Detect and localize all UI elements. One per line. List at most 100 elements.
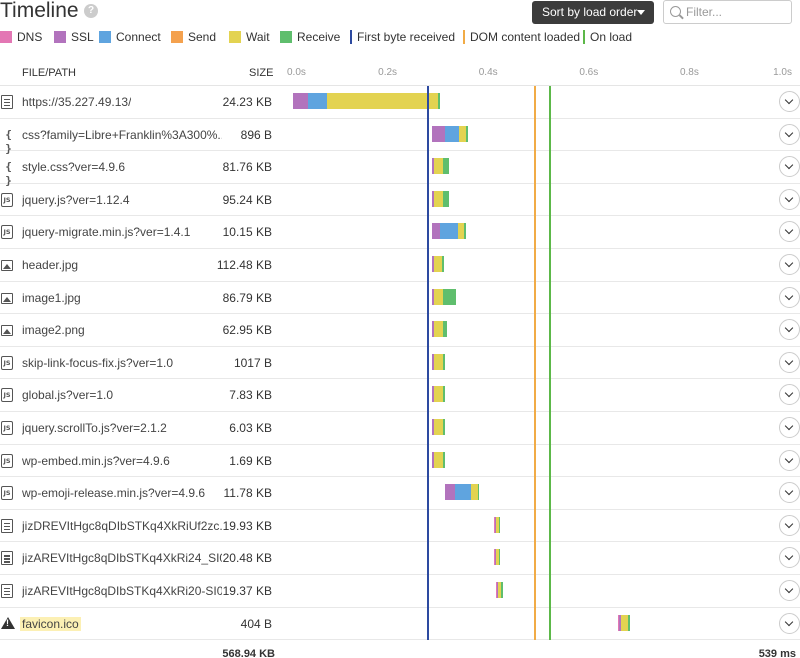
page-title: Timeline (0, 0, 79, 22)
image-icon (1, 292, 13, 304)
legend-swatch (280, 31, 292, 43)
timing-segment-ssl (497, 582, 499, 598)
expand-row-button[interactable] (779, 384, 800, 406)
expand-row-button[interactable] (779, 482, 800, 504)
table-row[interactable]: https://35.227.49.13/24.23 KB (0, 86, 800, 119)
timing-segment-wait (434, 419, 444, 435)
css-icon: { } (5, 127, 12, 155)
header-divider (0, 85, 800, 86)
axis-tick-label: 0.0s (287, 67, 306, 78)
expand-row-button[interactable] (779, 580, 800, 601)
file-path: https://35.227.49.13/ (22, 95, 132, 109)
file-path: header.jpg (22, 258, 79, 272)
legend-swatch (54, 31, 66, 43)
timing-segment-receive (443, 386, 445, 403)
expand-row-button[interactable] (779, 319, 800, 341)
table-row[interactable]: image2.png 62.95 KB (0, 314, 800, 347)
file-size: 10.15 KB (222, 225, 272, 240)
expand-row-button[interactable] (779, 514, 800, 536)
filter-input[interactable] (686, 3, 786, 21)
timing-segment-wait (434, 256, 443, 272)
file-size: 1.69 KB (229, 453, 272, 468)
table-row[interactable]: JS global.js?ver=1.0 7.83 KB (0, 379, 800, 412)
table-row[interactable]: JS jquery-migrate.min.js?ver=1.4.1 10.15 K… (0, 216, 800, 249)
timing-segment-ssl (445, 484, 455, 501)
legend-item-receive: Receive (280, 30, 340, 46)
table-row[interactable]: JS jquery.scrollTo.js?ver=2.1.2 6.03 KB (0, 412, 800, 445)
table-row[interactable]: JS wp-embed.min.js?ver=4.9.6 1.69 KB (0, 445, 800, 478)
table-row[interactable]: { } style.css?ver=4.9.6 81.76 KB (0, 151, 800, 187)
timing-segment-ssl (431, 190, 434, 207)
legend-swatch (0, 31, 12, 43)
expand-row-button[interactable] (779, 123, 800, 145)
table-row[interactable]: jizDREVItHgc8qDIbSTKq4XkRiUf2zc... 19.93 … (0, 510, 800, 543)
file-path: css?family=Libre+Franklin%3A300%... (22, 127, 222, 142)
javascript-icon: JS (1, 486, 13, 501)
timing-segment-connect (440, 223, 458, 240)
timing-segment-dns (493, 549, 496, 566)
legend-swatch (350, 30, 352, 44)
expand-row-button[interactable] (779, 221, 800, 243)
timing-segment-wait (433, 190, 443, 207)
table-row[interactable]: { } css?family=Libre+Franklin%3A300%... 89… (0, 119, 800, 155)
timing-segment-ssl (494, 516, 497, 533)
expand-row-button[interactable] (779, 156, 800, 178)
javascript-icon: JS (1, 192, 13, 207)
sort-dropdown-label: Sort by load order (542, 5, 638, 19)
legend-item-on-load: On load (583, 30, 632, 46)
expand-row-button[interactable] (779, 547, 800, 569)
expand-row-button[interactable] (779, 351, 800, 373)
expand-row-button[interactable] (779, 188, 800, 210)
expand-row-button[interactable] (779, 286, 800, 308)
timing-segment-receive (443, 353, 445, 370)
file-size: 896 B (240, 127, 272, 142)
sort-dropdown-button[interactable]: Sort by load order (532, 1, 654, 24)
timing-segment-wait (434, 386, 444, 403)
file-path: jizDREVItHgc8qDIbSTKq4XkRiUf2zc... (22, 518, 222, 533)
timing-segment-receive (442, 256, 445, 272)
timing-segment-ssl (432, 321, 435, 338)
table-row[interactable]: image1.jpg 86.79 KB (0, 282, 800, 315)
timing-segment-ssl (432, 419, 435, 435)
legend-item-dom-content-loaded: DOM content loaded (463, 30, 580, 46)
expand-row-button[interactable] (779, 612, 800, 634)
expand-row-button[interactable] (779, 417, 800, 438)
file-path: wp-embed.min.js?ver=4.9.6 (22, 453, 170, 468)
table-row[interactable]: jizAREVItHgc8qDIbSTKq4XkRi24_SI0... 20.48… (0, 542, 800, 575)
table-row[interactable]: favicon.ico 404 B (0, 608, 800, 641)
dom-content-loaded-marker (533, 86, 536, 640)
expand-row-button[interactable] (779, 254, 800, 275)
legend-label: DOM content loaded (470, 30, 581, 44)
legend-swatch (583, 30, 585, 44)
file-size: 19.37 KB (222, 584, 272, 598)
timing-segment-connect (308, 93, 328, 109)
help-icon[interactable]: ? (84, 4, 98, 18)
filter-field[interactable] (663, 0, 792, 24)
timing-segment-receive (464, 223, 466, 240)
expand-row-button[interactable] (779, 449, 800, 471)
timing-segment-receive (443, 288, 456, 305)
table-row[interactable]: JS skip-link-focus-fix.js?ver=1.0 1017 B (0, 347, 800, 380)
file-path: skip-link-focus-fix.js?ver=1.0 (22, 355, 174, 370)
table-row[interactable]: JS wp-emoji-release.min.js?ver=4.9.6 11.78… (0, 477, 800, 510)
timing-segment-ssl (432, 256, 435, 272)
timing-segment-receive (477, 484, 480, 501)
javascript-icon: JS (1, 453, 13, 468)
table-row[interactable]: jizAREVItHgc8qDIbSTKq4XkRi20-SI0... 19.37… (0, 575, 800, 608)
timing-segment-receive (443, 321, 447, 338)
legend-label: First byte received (357, 30, 456, 44)
file-size: 20.48 KB (222, 551, 272, 566)
column-header-path[interactable]: FILE/PATH (22, 67, 76, 79)
image-icon (1, 325, 13, 337)
legend-item-wait: Wait (229, 30, 270, 46)
expand-row-button[interactable] (779, 91, 800, 112)
timing-segment-receive (501, 582, 504, 598)
image-icon (1, 260, 13, 271)
timing-segment-ssl (432, 288, 435, 305)
timing-segment-dns (496, 582, 498, 598)
legend-label: Send (188, 30, 217, 44)
warning-icon (1, 616, 15, 629)
table-row[interactable]: header.jpg 112.48 KB (0, 249, 800, 282)
table-row[interactable]: JS jquery.js?ver=1.12.4 95.24 KB (0, 184, 800, 217)
column-header-size[interactable]: SIZE (249, 67, 274, 79)
